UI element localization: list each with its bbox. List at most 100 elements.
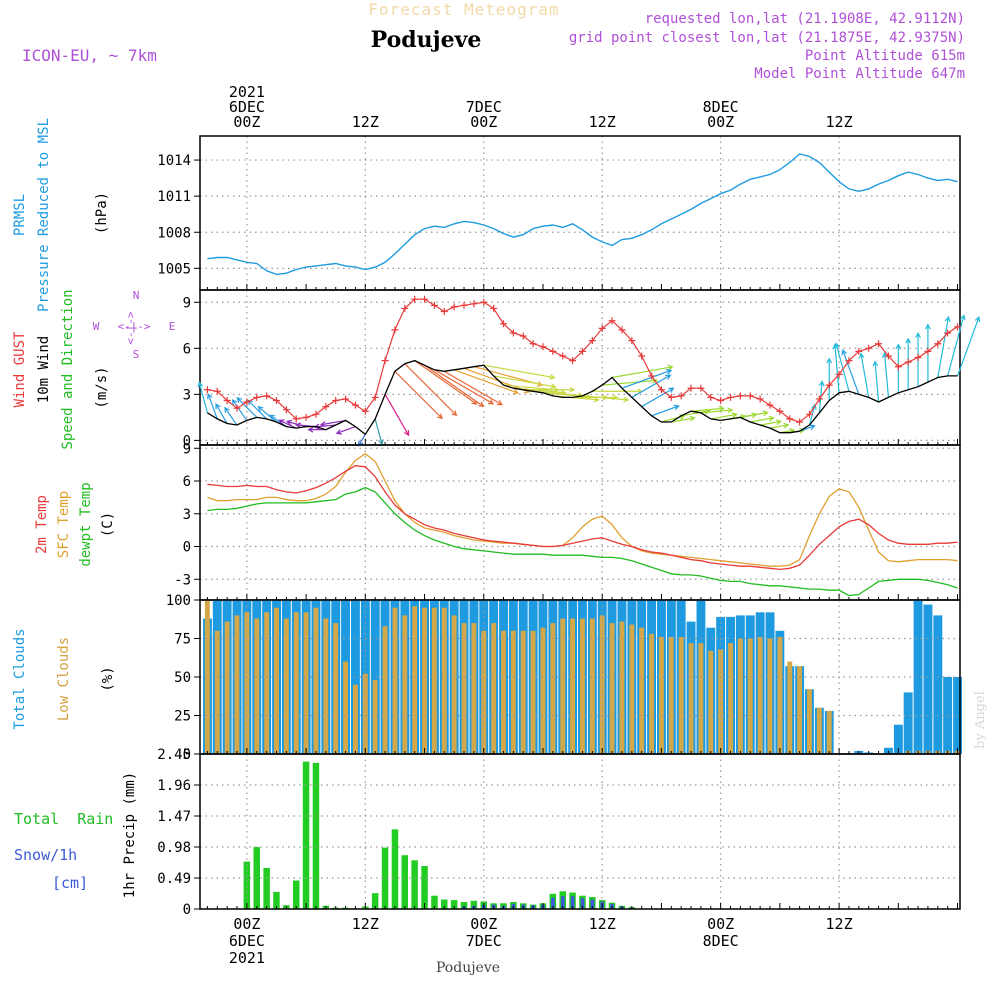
- snow-bar: [580, 898, 585, 909]
- gust-marker: [756, 395, 764, 403]
- rain-bar: [431, 895, 438, 909]
- low-cloud-bar: [678, 637, 684, 754]
- wind-barb-head: [727, 407, 734, 414]
- low-cloud-bar: [599, 615, 605, 754]
- wind-barb-head: [247, 399, 254, 406]
- gust-marker: [825, 381, 833, 389]
- rain-legend: Total Rain: [14, 810, 113, 828]
- gust-marker: [628, 337, 636, 345]
- snow-bar: [551, 897, 555, 909]
- y-tick-label: 50: [174, 670, 191, 686]
- low-cloud-bar: [550, 623, 556, 754]
- bottom-time-label: 12Z: [589, 915, 616, 933]
- y-tick-label: 3: [183, 387, 191, 403]
- gust-marker: [421, 295, 429, 303]
- wind-barb: [336, 426, 356, 434]
- rain-bar: [441, 899, 448, 909]
- gust-marker: [509, 329, 517, 337]
- low-cloud-bar: [353, 684, 358, 754]
- bottom-time-label: 00Z: [707, 915, 734, 933]
- lbl-wind-line: Speed and Direction: [60, 289, 76, 449]
- low-cloud-bar: [747, 638, 753, 754]
- wind-barb: [835, 343, 850, 392]
- low-cloud-bar: [619, 621, 625, 754]
- low-cloud-bar: [313, 607, 319, 754]
- panel-frame: [199, 753, 961, 910]
- wind-barb-head: [924, 323, 931, 330]
- wind-barb: [769, 424, 789, 429]
- gust-marker: [786, 415, 794, 423]
- low-cloud-bar: [510, 630, 516, 754]
- wind-barb-head: [550, 383, 557, 389]
- gust-marker: [282, 406, 290, 414]
- wind-barb-head: [278, 419, 285, 425]
- gust-marker: [736, 392, 744, 400]
- snow-bar: [570, 896, 575, 909]
- wind-barb: [279, 419, 297, 429]
- gust-marker: [766, 401, 774, 409]
- bottom-time-label: 2021: [229, 949, 265, 967]
- y-tick-label: 1005: [157, 261, 191, 277]
- precip-y-label: 1hr Precip (mm): [122, 772, 138, 898]
- gust-marker: [460, 301, 468, 309]
- gust-marker: [667, 393, 675, 401]
- gust-marker: [776, 407, 784, 415]
- low-cloud-bar: [520, 630, 526, 754]
- wind-speed-line: [207, 359, 958, 436]
- wind-barb-head: [285, 419, 293, 426]
- wind-barb-head: [257, 405, 264, 412]
- y-tick-label: 1.96: [157, 778, 191, 794]
- credit-watermark: by Angel: [973, 691, 988, 749]
- low-cloud-bar: [737, 638, 743, 754]
- gust-marker: [203, 386, 211, 394]
- low-cloud-bar: [392, 607, 398, 754]
- point-altitude: Point Altitude 615m: [805, 48, 965, 64]
- panel-frame: [199, 289, 961, 446]
- low-cloud-bar: [491, 623, 497, 754]
- gust-marker: [687, 384, 695, 392]
- wind-barb-head: [236, 397, 243, 403]
- gust-marker: [805, 410, 813, 418]
- total-cloud-bar: [923, 604, 933, 754]
- wind-barb: [434, 369, 494, 405]
- gust-marker: [342, 395, 350, 403]
- wind-barb-head: [809, 424, 816, 430]
- low-cloud-bar: [609, 623, 615, 754]
- rain-bar: [411, 860, 418, 909]
- wind-barb: [224, 407, 238, 426]
- wind-barb-head: [496, 399, 503, 406]
- gust-marker: [263, 392, 271, 400]
- gust-marker: [361, 407, 369, 415]
- gust-marker: [253, 393, 261, 401]
- gust-marker: [381, 357, 389, 365]
- gust-marker: [500, 320, 508, 328]
- gust-marker: [391, 326, 399, 334]
- low-cloud-bar: [224, 621, 230, 754]
- lbl-temp-line: 2m Temp: [34, 495, 50, 554]
- requested-coords: requested lon,lat (21.1908E, 42.9112N): [645, 11, 965, 27]
- total-cloud-bar: [370, 600, 380, 754]
- gust-marker: [480, 298, 488, 306]
- wind-barb-head: [667, 364, 674, 371]
- gust-marker: [954, 323, 962, 331]
- y-tick-label: 9: [183, 295, 191, 311]
- y-tick-label: 25: [174, 709, 191, 725]
- gust-marker: [884, 352, 892, 360]
- wind-barb: [602, 379, 657, 386]
- rain-bar: [381, 847, 389, 909]
- wind-barb: [956, 316, 980, 377]
- gust-marker: [944, 329, 952, 337]
- low-cloud-bar: [343, 661, 348, 754]
- low-cloud-bar: [293, 612, 299, 754]
- wind-barb-head: [731, 412, 738, 418]
- y-tick-label: 2.45: [157, 747, 191, 763]
- low-cloud-bar: [757, 637, 763, 754]
- low-cloud-bar: [777, 637, 783, 754]
- clouds-panel: 0 25 50 75 100: [166, 593, 962, 763]
- wind-compass: N S W E <-|-> <-|->: [93, 289, 176, 361]
- wind-barb: [258, 406, 277, 423]
- wind-barb: [883, 353, 890, 398]
- low-cloud-bar: [204, 600, 210, 754]
